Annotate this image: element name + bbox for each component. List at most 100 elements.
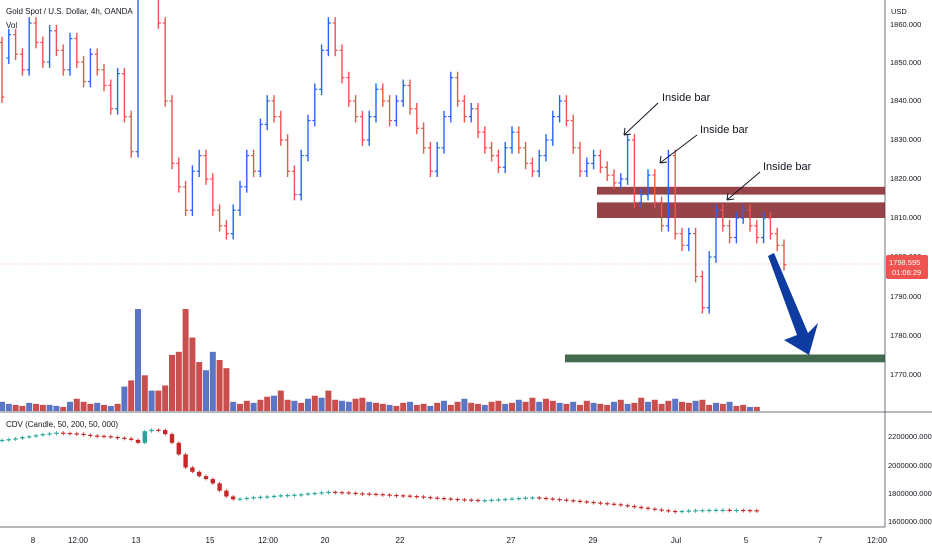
- volume-bar: [420, 403, 427, 411]
- volume-bar: [713, 402, 719, 411]
- cdv-candle: [618, 504, 623, 506]
- volume-bar: [94, 402, 101, 411]
- cdv-candle: [183, 454, 188, 468]
- cdv-candle: [679, 510, 685, 513]
- volume-bar: [53, 405, 60, 411]
- cdv-candle: [373, 493, 379, 496]
- cdv-axis[interactable]: 2200000.000 2000000.000 1800000.000 1600…: [888, 432, 932, 526]
- cdv-candle: [6, 439, 11, 441]
- cdv-candle: [441, 498, 447, 500]
- volume-bar: [155, 390, 162, 411]
- cdv-candle: [509, 498, 515, 500]
- price-axis[interactable]: USD 1860.000 1850.000 1840.000 1830.000 …: [886, 7, 928, 379]
- cdv-candle: [448, 498, 453, 500]
- price-bars-layer: [0, 0, 787, 314]
- volume-bar: [203, 370, 209, 411]
- volume-bar: [250, 402, 257, 411]
- cdv-candle: [639, 506, 644, 509]
- cdv-legend[interactable]: CDV (Candle, 50, 200, 50, 000): [6, 420, 119, 429]
- volume-bar: [162, 385, 169, 411]
- volume-bar: [570, 401, 577, 411]
- volume-bar: [114, 403, 121, 411]
- volume-bar: [101, 404, 107, 411]
- cdv-candle: [20, 437, 25, 439]
- cdv-candle: [47, 433, 52, 435]
- cdv-candle: [217, 483, 222, 491]
- cdv-tick: 1600000.000: [888, 517, 932, 526]
- volume-bar: [196, 362, 203, 411]
- volume-bar: [590, 402, 597, 411]
- cdv-candle: [40, 434, 45, 436]
- volume-bar: [427, 405, 434, 411]
- volume-bar: [26, 402, 33, 411]
- cdv-candle: [673, 510, 678, 513]
- current-price-value: 1798.595: [889, 258, 920, 267]
- cdv-candle: [319, 492, 324, 494]
- time-tick: 20: [321, 536, 330, 545]
- cdv-candle: [469, 499, 474, 501]
- cdv-candle: [557, 499, 562, 501]
- volume-bar: [237, 403, 243, 411]
- volume-bar: [733, 405, 740, 411]
- cdv-candle: [353, 492, 358, 495]
- volume-legend[interactable]: Vol: [6, 21, 18, 30]
- volume-bar: [87, 403, 94, 411]
- time-tick: 8: [31, 536, 36, 545]
- cdv-layer: [0, 428, 759, 514]
- cdv-candle: [693, 510, 698, 512]
- cdv-candle: [659, 509, 664, 511]
- time-tick: 5: [744, 536, 749, 545]
- volume-bar: [19, 405, 26, 411]
- volume-bar: [386, 404, 393, 411]
- volume-bar: [461, 398, 468, 411]
- time-axis[interactable]: 8 12:00 13 15 12:00 20 22 27 29 Jul 5 7 …: [31, 536, 888, 545]
- price-tick: 1820.000: [890, 174, 921, 183]
- cdv-candle: [129, 438, 134, 440]
- volume-bar: [359, 397, 366, 411]
- cdv-candle: [707, 509, 712, 512]
- cdv-candle: [33, 435, 39, 437]
- cdv-candle: [88, 434, 93, 437]
- arrowhead-1: [623, 127, 632, 136]
- volume-bar: [189, 337, 196, 411]
- cdv-candle: [115, 437, 120, 439]
- cdv-candle: [27, 436, 32, 438]
- cdv-tick: 1800000.000: [888, 489, 932, 498]
- price-tick: 1860.000: [890, 20, 921, 29]
- time-tick: 13: [132, 536, 141, 545]
- cdv-candle: [61, 432, 66, 434]
- cdv-candle: [543, 497, 549, 500]
- cdv-candle: [591, 501, 596, 504]
- cdv-candle: [741, 509, 746, 512]
- volume-bar: [128, 380, 135, 411]
- cdv-candle: [700, 510, 705, 512]
- volume-bar: [665, 400, 672, 411]
- volume-bar: [175, 351, 182, 411]
- volume-bar: [753, 406, 760, 411]
- time-tick: 7: [818, 536, 823, 545]
- chart-title[interactable]: Gold Spot / U.S. Dollar, 4h, OANDA: [6, 7, 133, 16]
- volume-bar: [325, 390, 332, 411]
- volume-bar: [645, 401, 651, 411]
- volume-bar: [529, 397, 536, 411]
- cdv-candle: [482, 500, 487, 502]
- volume-bar: [209, 351, 216, 411]
- volume-bar: [706, 404, 713, 411]
- volume-bar: [441, 400, 447, 411]
- volume-bar: [536, 401, 543, 411]
- cdv-candle: [142, 431, 147, 443]
- volume-bar: [243, 400, 250, 411]
- cdv-candle: [367, 493, 372, 495]
- volume-bar: [651, 399, 658, 411]
- cdv-candle: [95, 435, 100, 437]
- volume-bar: [699, 399, 706, 411]
- volume-bar: [400, 402, 407, 411]
- cdv-candle: [339, 492, 345, 494]
- cdv-candle: [122, 437, 127, 439]
- time-tick: 29: [589, 536, 598, 545]
- volume-bar: [481, 404, 488, 411]
- volume-bar: [366, 401, 373, 411]
- volume-bar: [230, 401, 237, 411]
- cdv-candle: [326, 491, 331, 494]
